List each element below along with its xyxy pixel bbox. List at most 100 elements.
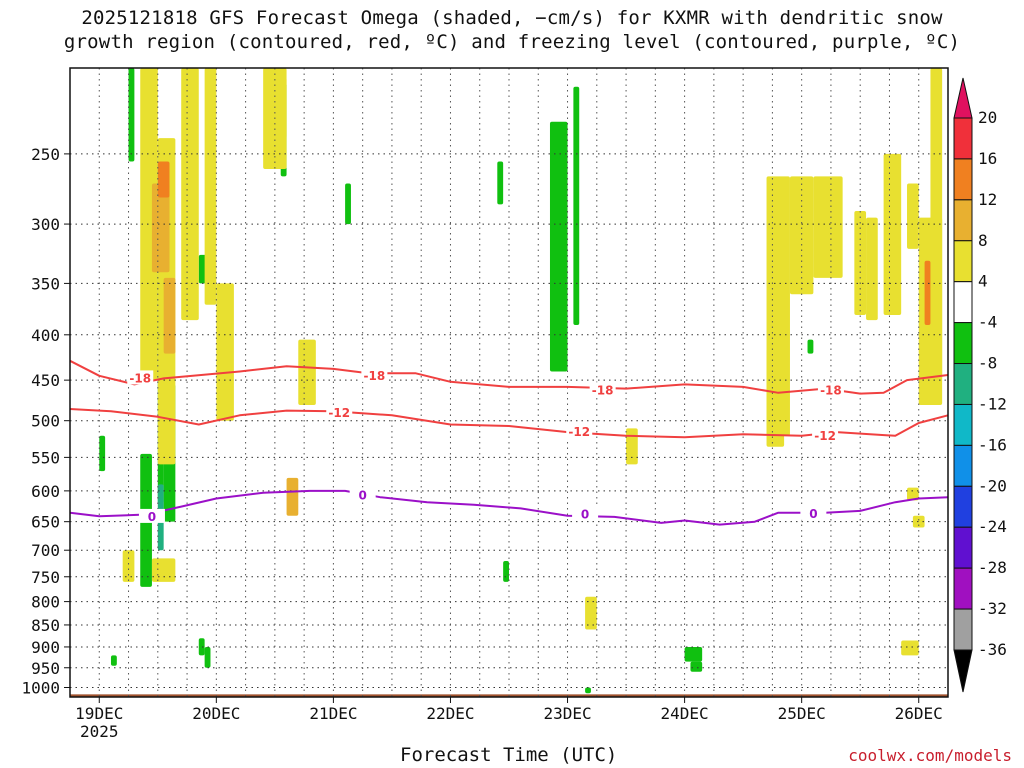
omega-shade-cell — [573, 86, 580, 326]
colorbar-label: 16 — [978, 149, 997, 168]
x-tick-label: 19DEC — [75, 704, 123, 723]
omega-shade-cell — [204, 646, 211, 668]
colorbar-band — [953, 608, 973, 651]
colorbar-label: -32 — [978, 599, 1007, 618]
colorbar-band — [953, 444, 973, 487]
y-tick-label: 450 — [31, 371, 60, 390]
y-tick-label: 1000 — [21, 678, 60, 697]
credit-link[interactable]: coolwx.com/models — [848, 746, 1012, 765]
chart-title: 2025121818 GFS Forecast Omega (shaded, −… — [0, 6, 1024, 54]
colorbar-band — [953, 281, 973, 324]
omega-shade-cell — [854, 211, 867, 316]
y-tick-label: 900 — [31, 638, 60, 657]
contour-label: -12 — [328, 406, 350, 420]
plot-frame — [69, 67, 949, 698]
omega-shade-cell — [204, 68, 217, 305]
omega-shade-cell — [912, 515, 925, 528]
colorbar-label: -4 — [978, 313, 997, 332]
grid-layer — [69, 68, 949, 697]
omega-shade-cell — [684, 646, 703, 662]
x-tick-label: 25DEC — [778, 704, 826, 723]
omega-shade-cell — [807, 339, 814, 354]
colorbar-label: 12 — [978, 190, 997, 209]
chart-title-line1: 2025121818 GFS Forecast Omega (shaded, −… — [81, 7, 943, 29]
y-tick-label: 650 — [31, 513, 60, 532]
y-tick-label: 950 — [31, 659, 60, 678]
contour-label: 0 — [358, 488, 366, 502]
omega-shade-cell — [924, 260, 931, 326]
contour-label: -18 — [129, 371, 151, 385]
y-tick-label: 700 — [31, 541, 60, 560]
colorbar-band — [953, 117, 973, 160]
contour-label-bg — [800, 505, 827, 520]
contour-label-bg — [138, 508, 165, 523]
colorbar-label: -28 — [978, 558, 1007, 577]
omega-shade-cell — [497, 161, 504, 205]
contour-label: -18 — [592, 383, 614, 397]
contour-label-bg — [812, 427, 839, 442]
omega-shade-cell — [151, 558, 176, 582]
x-tick-label: 20DEC — [192, 704, 240, 723]
x-tick-label: 21DEC — [309, 704, 357, 723]
y-tick-label: 850 — [31, 616, 60, 635]
axis-layer: 250 300 350 400 450 500 550 600 650 700 750 800 850 9… — [21, 67, 949, 741]
x-tick-sublabel: 2025 — [80, 722, 119, 741]
omega-shade-cell — [907, 487, 919, 501]
omega-shade-cell — [198, 638, 205, 656]
contour-label-bg — [589, 382, 616, 397]
contour-label: 0 — [148, 510, 156, 524]
colorbar-band — [953, 240, 973, 283]
omega-shade-cell — [345, 183, 351, 225]
contour-label: -18 — [820, 383, 842, 397]
contour-label: -12 — [568, 425, 590, 439]
colorbar-label: -8 — [978, 354, 997, 373]
contour-line-0 — [69, 489, 949, 526]
y-tick-label: 550 — [31, 448, 60, 467]
colorbar-label: -36 — [978, 640, 1007, 659]
omega-shade-cell — [690, 661, 703, 672]
omega-shade-cell — [766, 348, 785, 447]
y-tick-label: 750 — [31, 568, 60, 587]
y-tick-label: 600 — [31, 482, 60, 501]
contour-label-bg — [817, 382, 844, 397]
contour-label-bg — [361, 367, 388, 382]
colorbar-label: -24 — [978, 517, 1007, 536]
omega-shade-cell — [883, 153, 902, 316]
contour-label-bg — [566, 424, 593, 439]
colorbar-top-arrow — [953, 77, 973, 119]
omega-shade-cell — [99, 435, 106, 472]
x-tick-label: 24DEC — [661, 704, 709, 723]
colorbar-band — [953, 322, 973, 365]
y-tick-label: 400 — [31, 326, 60, 345]
omega-shade-cell — [286, 477, 299, 516]
x-tick-label: 26DEC — [895, 704, 943, 723]
colorbar-label: 8 — [978, 231, 988, 250]
omega-shade-cell — [110, 655, 117, 666]
omega-shade-cell — [549, 121, 568, 372]
colorbar-label: 20 — [978, 108, 997, 127]
y-tick-label: 800 — [31, 593, 60, 612]
colorbar-label: 4 — [978, 272, 988, 291]
contour-label-bg — [127, 370, 154, 385]
x-tick-label: 22DEC — [426, 704, 474, 723]
omega-shade-cell — [157, 161, 170, 198]
omega-shade-cell — [907, 183, 919, 249]
omega-shade-cell — [140, 68, 158, 381]
colorbar-band — [953, 485, 973, 528]
chart-title-line2: growth region (contoured, red, ºC) and f… — [63, 31, 961, 53]
colorbar-band — [953, 158, 973, 201]
omega-shade-cell — [866, 217, 878, 321]
omega-shade-cell — [269, 77, 287, 139]
y-tick-label: 300 — [31, 215, 60, 234]
omega-shade-cell — [163, 277, 176, 354]
omega-shade-cell — [901, 640, 919, 656]
omega-shade-cell — [128, 68, 135, 162]
omega-shade-cell — [181, 68, 199, 321]
contour-label: -12 — [814, 429, 836, 443]
colorbar-band — [953, 403, 973, 446]
omega-shade-cell — [151, 183, 170, 273]
omega-shade-cell — [298, 339, 316, 405]
omega-shade-cell — [813, 176, 843, 278]
colorbar-label: -20 — [978, 476, 1007, 495]
